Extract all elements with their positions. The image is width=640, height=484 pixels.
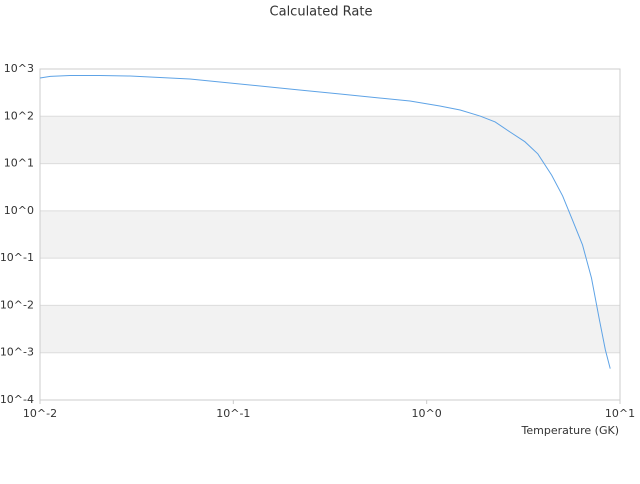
x-tick-label: 10^1: [605, 407, 635, 420]
grid-band: [40, 210, 620, 259]
bands: [40, 116, 620, 353]
x-tick-label: 10^-1: [216, 407, 250, 420]
y-tick-label: 10^0: [4, 204, 34, 217]
chart-title: Calculated Rate: [270, 5, 373, 20]
grid-band: [40, 116, 620, 164]
x-tick-label: 10^0: [412, 407, 442, 420]
plot-border: [39, 68, 621, 401]
y-tick-label: 10^-3: [0, 346, 34, 359]
y-tick-label: 10^-1: [0, 251, 34, 264]
y-tick-label: 10^1: [4, 157, 34, 170]
line: [39, 74, 611, 369]
y-tick-label: 10^-4: [0, 393, 34, 406]
grid-band: [40, 305, 620, 353]
y-tick-label: 10^2: [4, 109, 34, 122]
y-tick-label: 10^-2: [0, 298, 34, 311]
x-tick-label: 10^-2: [23, 407, 57, 420]
x-axis-label: Temperature (GK): [521, 424, 620, 437]
y-tick-label: 10^3: [4, 62, 34, 75]
